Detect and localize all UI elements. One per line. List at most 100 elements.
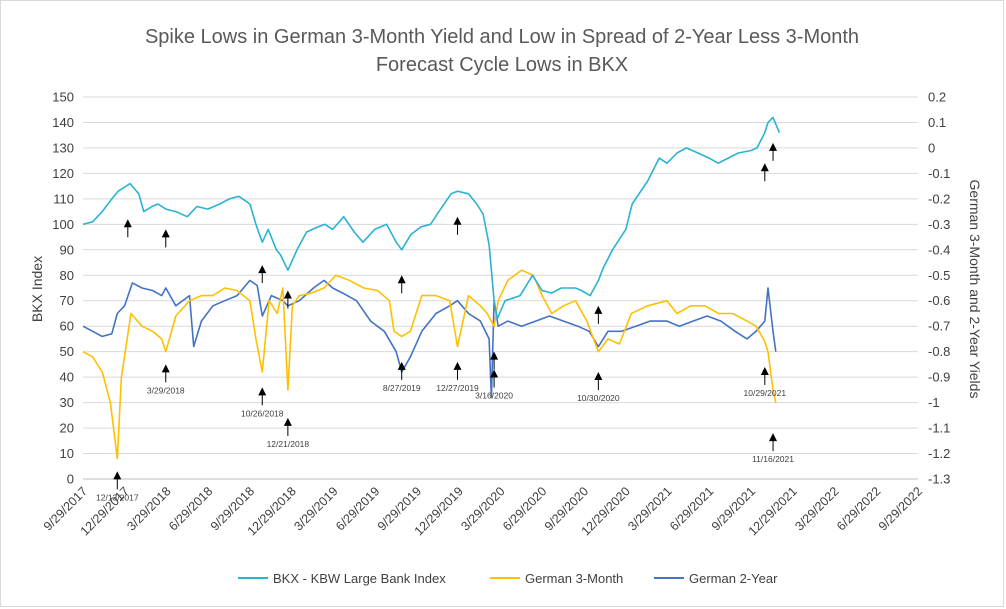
annotation-arrow-2 (258, 265, 267, 284)
y2-tick-label: 0.2 (928, 90, 946, 105)
annotation-arrow-6 (594, 305, 603, 324)
series-lines (82, 116, 781, 460)
annotation-arrow-9: 12/13/2017 (96, 471, 139, 502)
y2-tick-label: -1.2 (928, 446, 950, 461)
x-tick-label: 6/29/2020 (500, 484, 549, 533)
y-tick-label: 0 (67, 472, 74, 487)
annotation-arrow-16: 3/16/2020 (475, 369, 513, 400)
annotation-arrow-10: 3/29/2018 (147, 364, 185, 395)
arrow-head (760, 366, 769, 375)
arrow-head (283, 290, 292, 299)
chart-title-line-2: Forecast Cycle Lows in BKX (376, 54, 628, 76)
x-tick-label: 3/29/2019 (291, 484, 340, 533)
y2-tick-label: -0.6 (928, 293, 950, 308)
annotation-arrow-15 (490, 351, 499, 370)
y-tick-label: 120 (52, 166, 74, 181)
annotation-arrow-19: 11/16/2021 (752, 433, 794, 464)
arrow-head (397, 275, 406, 284)
arrow-head (490, 369, 499, 378)
legend-label: BKX - KBW Large Bank Index (273, 571, 446, 586)
legend: BKX - KBW Large Bank Index German 3-Month… (238, 571, 778, 586)
y2-tick-label: -0.7 (928, 319, 950, 334)
y2-tick-label: -0.1 (928, 166, 950, 181)
y2-tick-label: -1.3 (928, 472, 950, 487)
annotation-label: 12/27/2019 (436, 383, 479, 393)
annotation-arrow-12: 12/21/2018 (267, 417, 310, 449)
y-tick-label: 90 (60, 242, 74, 257)
annotation-arrow-17: 10/30/2020 (577, 372, 620, 403)
arrow-head (769, 433, 778, 442)
y2-tick-label: -0.9 (928, 370, 950, 385)
annotation-arrow-13: 8/27/2019 (383, 361, 421, 393)
arrow-head (594, 372, 603, 381)
y2-axis-ticks: -1.3 -1.2 -1.1 -1 -0.9 -0.8 -0.7 -0.6 -0.5 -0.4 -0… (928, 90, 950, 487)
series-line-2 (82, 279, 777, 399)
y-tick-label: 20 (60, 421, 74, 436)
y2-tick-label: 0 (928, 140, 935, 155)
legend-label: German 3-Month (525, 571, 623, 586)
x-axis-ticks: 9/29/201712/29/20173/29/20186/29/20189/2… (41, 484, 925, 538)
annotation-label: 10/26/2018 (241, 408, 284, 418)
y2-tick-label: -0.2 (928, 191, 950, 206)
annotation-arrow-7 (760, 163, 769, 182)
annotation-label: 11/16/2021 (752, 454, 794, 464)
arrow-head (397, 361, 406, 370)
y-tick-label: 100 (52, 217, 74, 232)
y-tick-label: 110 (53, 191, 74, 206)
y2-axis-title: German 3-Month and 2-Year Yields (967, 180, 983, 399)
annotation-arrow-14: 12/27/2019 (436, 361, 479, 393)
series-line-1 (82, 269, 777, 460)
y-tick-label: 150 (52, 90, 74, 105)
y2-tick-label: -1.1 (928, 421, 950, 436)
gridlines (83, 96, 918, 480)
arrow-head (760, 163, 769, 172)
x-tick-label: 6/29/2019 (333, 484, 382, 533)
annotation-arrow-8 (769, 142, 778, 161)
x-tick-label: 3/29/2022 (792, 484, 841, 533)
y2-tick-label: -0.5 (928, 268, 950, 283)
y-tick-label: 140 (52, 115, 74, 130)
arrow-head (594, 305, 603, 314)
y2-tick-label: -0.3 (928, 217, 950, 232)
annotation-arrow-0 (123, 219, 132, 238)
y-tick-label: 80 (60, 268, 74, 283)
y-tick-label: 40 (60, 370, 74, 385)
y2-tick-label: -0.4 (928, 242, 950, 257)
arrow-head (161, 364, 170, 373)
arrow-head (283, 417, 292, 426)
x-tick-label: 3/29/2021 (625, 484, 674, 533)
y2-tick-label: -1 (928, 395, 940, 410)
annotation-label: 10/29/2021 (744, 388, 787, 398)
series-line-0 (82, 116, 781, 320)
annotation-label: 3/29/2018 (147, 385, 185, 395)
arrow-head (161, 229, 170, 238)
x-tick-label: 9/29/2022 (876, 484, 925, 533)
x-tick-label: 6/29/2021 (667, 484, 716, 533)
annotation-arrow-3 (283, 290, 292, 309)
y2-tick-label: -0.8 (928, 344, 950, 359)
y-tick-label: 50 (60, 344, 74, 359)
arrow-head (113, 471, 122, 480)
arrow-head (769, 142, 778, 151)
annotation-arrow-11: 10/26/2018 (241, 387, 284, 418)
y-tick-label: 30 (60, 395, 74, 410)
annotation-label: 8/27/2019 (383, 383, 421, 393)
arrow-head (258, 387, 267, 396)
annotation-label: 12/21/2018 (267, 439, 310, 449)
x-tick-label: 6/29/2022 (834, 484, 883, 533)
x-tick-label: 6/29/2018 (166, 484, 215, 533)
y-tick-label: 10 (60, 446, 74, 461)
annotations: 12/13/2017 3/29/2018 10/26/2018 12/21/2018 8… (96, 142, 794, 502)
arrow-head (453, 216, 462, 225)
y-axis-ticks: 0 10 20 30 40 50 60 70 80 90 100 110 120 130 140 150 (52, 90, 74, 487)
legend-entry-0: BKX - KBW Large Bank Index (238, 571, 446, 586)
arrow-head (490, 351, 499, 360)
y-tick-label: 70 (60, 293, 74, 308)
annotation-arrow-5 (453, 216, 462, 235)
legend-entry-2: German 2-Year (654, 571, 778, 586)
y2-tick-label: 0.1 (928, 115, 946, 130)
x-tick-label: 3/29/2020 (458, 484, 507, 533)
legend-entry-1: German 3-Month (490, 571, 623, 586)
arrow-head (258, 265, 267, 274)
